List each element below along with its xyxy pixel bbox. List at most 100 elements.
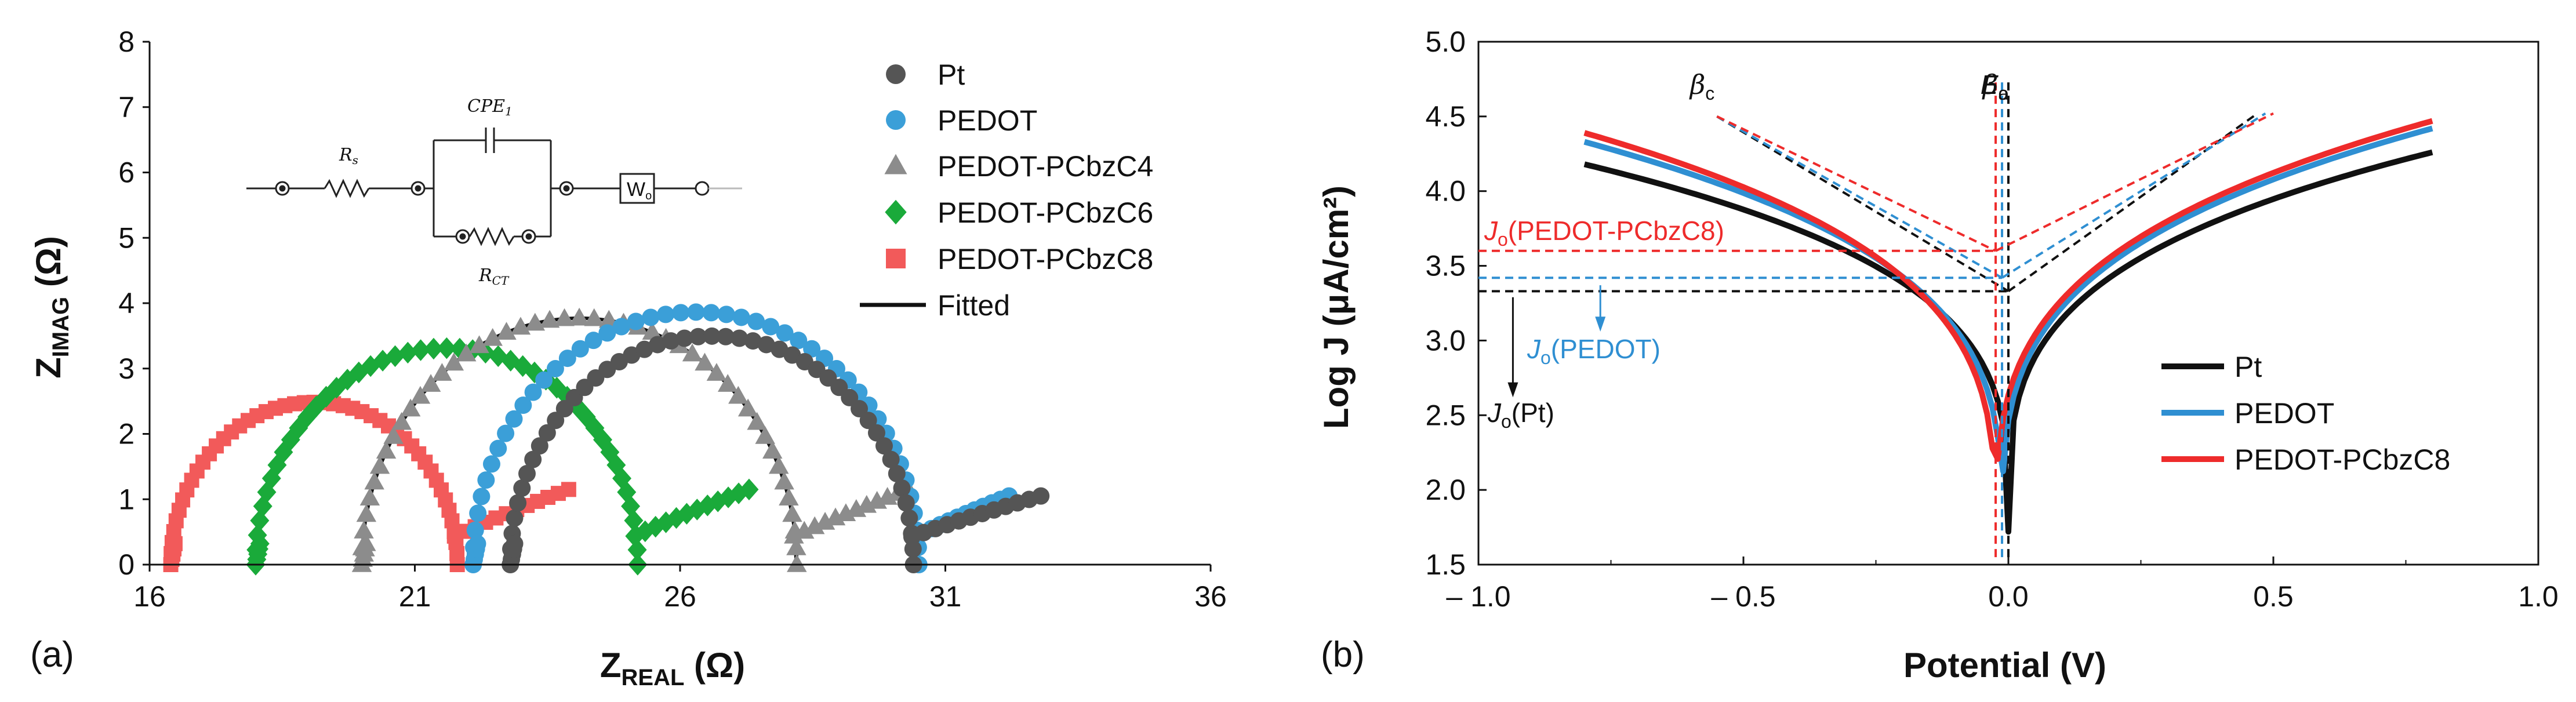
data-point-pt	[531, 437, 548, 455]
data-point-pt	[717, 328, 735, 345]
rct-resistor-symbol	[468, 227, 515, 246]
data-point-pedot	[524, 383, 542, 401]
data-point-pedot	[657, 305, 675, 323]
data-point-pedot	[558, 350, 576, 368]
y-tick-label: 7	[118, 91, 135, 123]
data-point-pt	[744, 332, 762, 350]
j0-pt-label: Jo(Pt)	[1487, 398, 1554, 432]
data-point-pedot-pcbzc4	[539, 310, 560, 328]
equivalent-circuit-diagram	[246, 128, 742, 246]
data-point-pedot-pcbzc4	[569, 307, 590, 326]
nyquist-chart: 0 1 2 3 4 5 6 7 8 16 21 26 31 36	[29, 26, 1227, 690]
data-point-pedot	[627, 312, 645, 330]
circuit-node-dot	[415, 185, 422, 192]
data-point-pedot-pcbzc4	[682, 343, 703, 362]
data-point-pedot-pcbzc4	[755, 426, 775, 444]
panel-label-b: (b)	[1321, 635, 1365, 675]
y-tick-label: 8	[118, 26, 135, 58]
tafel-annotations	[1478, 79, 2274, 558]
data-point-pedot-pcbzc4	[782, 504, 802, 522]
data-point-pt	[897, 494, 915, 512]
data-point-pedot-pcbzc4	[496, 322, 517, 340]
fitted-curve	[254, 346, 750, 566]
legend-marker-pedot-pcbzc6	[885, 199, 907, 225]
data-point-pt	[900, 509, 918, 527]
data-point-pedot-pcbzc4	[786, 537, 806, 555]
data-point-pedot	[803, 340, 821, 358]
data-point-pt	[649, 336, 667, 354]
data-point-pedot-pcbzc6	[624, 510, 644, 532]
data-point-pedot	[717, 305, 735, 323]
legend-marker-pedot	[886, 110, 906, 130]
data-point-pedot-pcbzc6	[398, 341, 417, 364]
j0-pedot-label: Jo(PEDOT)	[1527, 334, 1661, 368]
data-point-pedot	[762, 318, 780, 336]
x-axis-title: ZREAL (Ω)	[600, 646, 745, 690]
data-point-pedot-pcbzc4	[432, 363, 452, 381]
data-point-pt	[888, 464, 906, 482]
circuit-node-dot	[459, 233, 466, 240]
x-tick-label: 21	[399, 580, 431, 613]
data-point-pedot	[790, 332, 808, 350]
data-point-pt	[882, 450, 900, 468]
data-point-pedot-pcbzc4	[356, 504, 377, 522]
data-point-pedot-pcbzc4	[794, 521, 815, 539]
y-tick-label: 1	[118, 483, 135, 515]
cathodic-tafel-guide	[1716, 115, 1996, 252]
data-point-pt	[513, 479, 531, 497]
data-point-pedot-pcbzc4	[768, 456, 789, 474]
data-point-pedot-pcbzc4	[359, 488, 380, 506]
data-point-pedot	[469, 504, 487, 522]
data-point-pt	[518, 464, 536, 482]
data-point-pedot-pcbzc4	[482, 328, 503, 346]
data-point-pedot-pcbzc6	[739, 478, 759, 501]
tafel-legend: Pt PEDOT PEDOT-PCbzC8	[2161, 351, 2450, 476]
data-point-pedot	[672, 304, 690, 322]
y-tick-label: 2.0	[1425, 474, 1466, 506]
x-tick-label: 1.0	[2518, 580, 2559, 613]
data-point-pedot-pcbzc8	[167, 536, 183, 551]
data-point-pt	[509, 494, 527, 512]
data-point-pedot-pcbzc4	[354, 521, 374, 539]
x-tick-label: 26	[664, 580, 696, 613]
beta-a-label: βa	[1982, 69, 2009, 104]
data-point-pedot-pcbzc4	[787, 554, 807, 572]
data-point-pedot	[489, 439, 507, 457]
data-point-pedot	[747, 312, 765, 330]
data-point-pedot-pcbzc4	[747, 412, 767, 430]
data-point-pedot	[505, 410, 523, 428]
circuit-node-dot	[525, 233, 532, 240]
tafel-axes: 1.5 2.0 2.5 3.0 3.5 4.0 4.5 5.0 – 1.0 – 0.5 0.0 0.5…	[1425, 26, 2558, 613]
y-tick-label: 1.5	[1425, 548, 1466, 581]
data-point-pedot-pcbzc4	[779, 488, 799, 506]
data-point-pt	[875, 437, 893, 455]
legend-marker-pt	[886, 64, 906, 84]
data-point-pedot-pcbzc4	[728, 385, 749, 404]
data-point-pedot	[482, 455, 500, 473]
j0-pedot-pcbzc8-label: Jo(PEDOT-PCbzC8)	[1484, 216, 1724, 250]
legend-label-pedot-pcbzc4: PEDOT-PCbzC4	[938, 150, 1153, 183]
y-tick-label: 2.5	[1425, 399, 1466, 431]
y-tick-label: 0	[118, 548, 135, 581]
series-pedot-pcbzc8	[163, 394, 576, 572]
warburg-label: Wo	[627, 179, 652, 202]
data-point-pedot-pcbzc4	[774, 471, 794, 490]
data-point-pt	[524, 450, 542, 468]
data-point-pt	[731, 329, 749, 347]
x-tick-label: 0.0	[1988, 580, 2029, 613]
data-point-pt	[703, 327, 721, 345]
data-point-pedot	[477, 471, 495, 489]
data-point-pedot	[687, 303, 705, 321]
tafel-curve-pt	[1583, 149, 2433, 535]
nyquist-axes: 0 1 2 3 4 5 6 7 8 16 21 26 31 36	[118, 26, 1227, 613]
y-tick-label: 4.5	[1425, 100, 1466, 133]
y-tick-label: 4.0	[1425, 175, 1466, 208]
circuit-node-dot	[279, 185, 286, 192]
circuit-node-dot	[563, 185, 570, 192]
x-tick-label: – 1.0	[1446, 580, 1510, 613]
data-point-pedot	[514, 397, 532, 414]
data-point-pedot-pcbzc4	[369, 456, 390, 474]
cathodic-tafel-guide	[1716, 115, 2003, 279]
data-point-pedot-pcbzc4	[410, 385, 431, 404]
legend-label-pedot: PEDOT	[938, 104, 1037, 137]
